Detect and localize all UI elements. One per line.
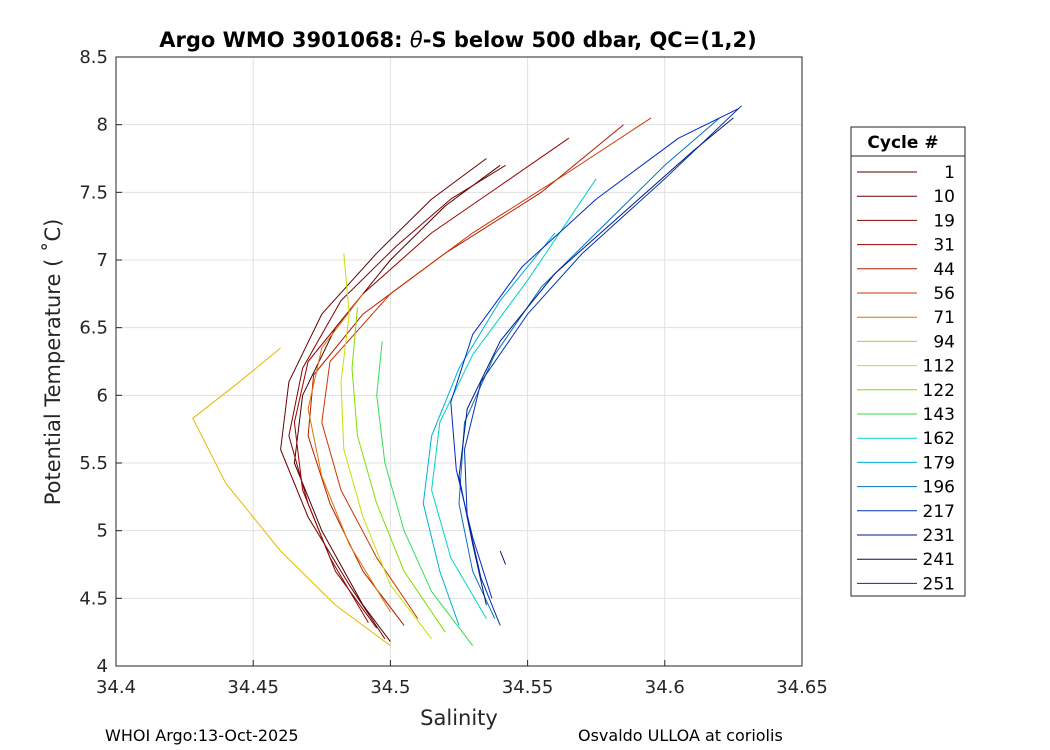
legend-label-cycle-143: 143 xyxy=(923,405,955,425)
legend-label-cycle-162: 162 xyxy=(923,429,955,449)
y-tick-label: 4.5 xyxy=(79,588,108,609)
series-line-cycle-122 xyxy=(351,307,446,633)
legend-label-cycle-10: 10 xyxy=(933,187,955,207)
series-line-cycle-71 xyxy=(307,293,391,613)
legend: Cycle # 1 10 19 31 44 56 71 94 112 122 143 162 179 19… xyxy=(850,126,966,597)
series-line-cycle-241 xyxy=(499,550,507,565)
y-tick-label: 6 xyxy=(97,385,108,406)
y-tick-label: 7 xyxy=(97,250,108,271)
legend-box xyxy=(850,126,966,597)
axis-ticks: 34.4 34.45 34.5 34.55 34.6 34.65 4 4.5 5 5.5 6 6.5 7… xyxy=(79,47,827,698)
plot-area xyxy=(116,57,802,666)
legend-label-cycle-217: 217 xyxy=(923,502,955,522)
legend-label-cycle-231: 231 xyxy=(923,526,955,546)
x-tick-label: 34.65 xyxy=(776,677,828,698)
legend-items: 1 10 19 31 44 56 71 94 112 122 143 162 179 196 217 231 2… xyxy=(857,163,955,594)
series-line-cycle-162 xyxy=(431,178,597,619)
y-tick-label: 7.5 xyxy=(79,182,108,203)
series-layer xyxy=(192,105,742,647)
legend-label-cycle-251: 251 xyxy=(923,574,955,594)
x-tick-label: 34.4 xyxy=(96,677,136,698)
legend-label-cycle-112: 112 xyxy=(923,357,955,377)
legend-label-cycle-19: 19 xyxy=(933,211,955,231)
series-line-cycle-251 xyxy=(450,107,740,599)
y-axis-label: Potential Temperature ( ˚C) xyxy=(41,219,65,506)
y-tick-label: 5 xyxy=(97,521,108,542)
chart-title: Argo WMO 3901068: θ-S below 500 dbar, QC… xyxy=(159,28,756,52)
y-tick-label: 8 xyxy=(97,115,108,136)
legend-label-cycle-56: 56 xyxy=(933,284,955,304)
x-tick-label: 34.6 xyxy=(645,677,685,698)
series-line-cycle-10 xyxy=(280,158,487,640)
legend-title: Cycle # xyxy=(867,133,938,153)
x-axis-label: Salinity xyxy=(420,706,498,730)
legend-label-cycle-1: 1 xyxy=(944,163,955,183)
series-line-cycle-94 xyxy=(192,347,391,647)
legend-label-cycle-196: 196 xyxy=(923,478,955,498)
plot-frame xyxy=(115,56,803,667)
footer-left: WHOI Argo:13-Oct-2025 xyxy=(105,726,299,745)
x-tick-label: 34.45 xyxy=(227,677,279,698)
legend-label-cycle-31: 31 xyxy=(933,236,955,256)
y-tick-label: 6.5 xyxy=(79,318,108,339)
series-line-cycle-56 xyxy=(321,117,652,619)
legend-label-cycle-179: 179 xyxy=(923,453,955,473)
series-line-cycle-143 xyxy=(376,341,474,647)
series-line-cycle-217 xyxy=(464,105,742,626)
footer-right: Osvaldo ULLOA at coriolis xyxy=(578,726,783,745)
series-line-cycle-179 xyxy=(422,232,556,626)
y-tick-label: 8.5 xyxy=(79,47,108,68)
legend-label-cycle-122: 122 xyxy=(923,381,955,401)
y-tick-label: 4 xyxy=(97,656,108,677)
legend-label-cycle-94: 94 xyxy=(933,332,955,352)
legend-label-cycle-44: 44 xyxy=(933,260,955,280)
series-line-cycle-112 xyxy=(340,253,432,640)
y-tick-label: 5.5 xyxy=(79,453,108,474)
legend-label-cycle-71: 71 xyxy=(933,308,955,328)
x-tick-label: 34.5 xyxy=(370,677,410,698)
legend-label-cycle-241: 241 xyxy=(923,550,955,570)
series-line-cycle-31 xyxy=(293,137,570,623)
series-line-cycle-196 xyxy=(458,117,721,619)
x-tick-label: 34.55 xyxy=(502,677,554,698)
series-line-cycle-1 xyxy=(293,164,501,642)
series-line-cycle-231 xyxy=(458,117,734,606)
